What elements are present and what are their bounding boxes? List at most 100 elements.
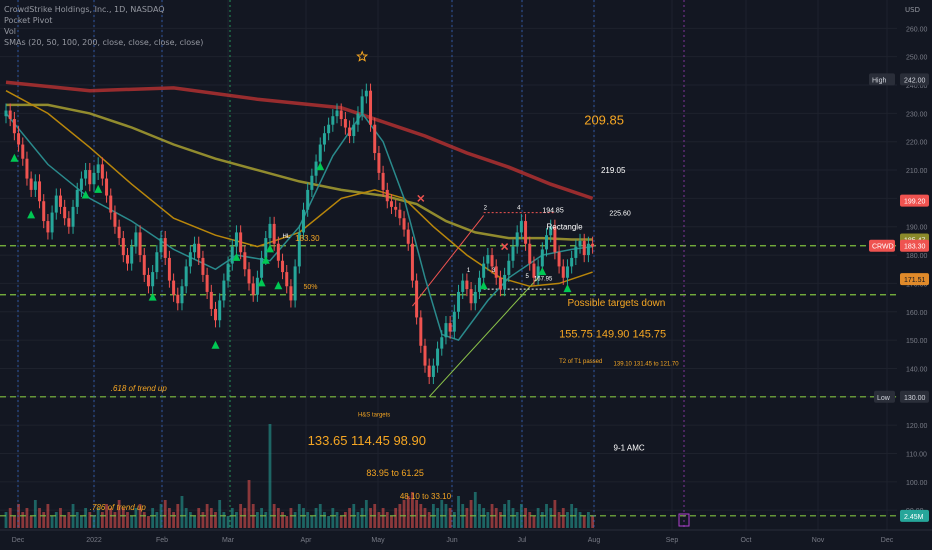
- chart-annotation: 219.05: [601, 166, 626, 175]
- candle-body: [339, 110, 343, 120]
- volume-bar: [205, 504, 209, 528]
- candle-body: [448, 323, 452, 332]
- candle-body: [268, 223, 272, 239]
- volume-bar: [302, 508, 305, 528]
- volume-bar: [84, 508, 88, 528]
- candle-body: [75, 189, 79, 207]
- candle-body: [276, 243, 280, 261]
- candle-body: [285, 272, 289, 287]
- candle-body: [255, 277, 259, 295]
- time-tick-label: Jul: [518, 537, 527, 544]
- pocket-pivot-marker: [211, 340, 220, 349]
- volume-bar: [499, 512, 502, 528]
- candle-body: [71, 206, 75, 227]
- volume-bar: [545, 504, 548, 528]
- volume-bar: [293, 512, 297, 528]
- volume-bar: [168, 508, 171, 528]
- candle-body: [17, 133, 21, 145]
- volume-bar: [582, 516, 586, 528]
- pocket-pivot-marker: [257, 278, 266, 287]
- candle-body: [389, 201, 393, 207]
- chart-annotation: 155.75 149.90 145.75: [559, 328, 666, 340]
- volume-bar: [406, 496, 410, 528]
- volume-bar: [331, 508, 335, 528]
- candle-body: [38, 181, 42, 202]
- volume-bar: [339, 516, 343, 528]
- volume-bar: [25, 508, 29, 528]
- cross-marker: [501, 243, 509, 251]
- volume-bar: [38, 508, 41, 528]
- candle-body: [415, 280, 419, 318]
- candle-body: [348, 127, 352, 137]
- candle-body: [222, 280, 226, 301]
- candle-body: [586, 243, 590, 256]
- volume-bar: [377, 512, 381, 528]
- volume-bar: [268, 424, 272, 528]
- time-tick-label: Aug: [588, 537, 601, 544]
- pocket-pivot-marker: [538, 267, 547, 276]
- chart-legend: CrowdStrike Holdings, Inc., 1D, NASDAQ P…: [4, 4, 203, 48]
- candle-body: [553, 226, 557, 253]
- price-tick-label: 160.00: [906, 310, 928, 317]
- volume-bar: [4, 512, 8, 528]
- price-tag-box: [900, 194, 929, 207]
- volume-bar: [222, 512, 226, 528]
- candle-body: [461, 280, 465, 292]
- chart-annotation: 3: [492, 268, 496, 274]
- price-tag-value: 199.20: [904, 199, 926, 206]
- candle-body: [591, 243, 595, 247]
- candle-body: [289, 286, 293, 301]
- volume-bar: [113, 512, 117, 528]
- candle-body: [511, 246, 515, 261]
- time-axis: Dec 2022 Feb Mar Apr May Jun Jul Aug Sep Oct Nov Dec: [0, 529, 932, 544]
- candle-body: [423, 345, 427, 366]
- price-tag-label: Low: [877, 395, 891, 402]
- pocket-pivot-marker: [261, 255, 270, 264]
- volume-bar: [478, 504, 481, 528]
- volume-bar: [201, 512, 205, 528]
- volume-bar: [188, 512, 192, 528]
- volume-bar: [100, 512, 104, 528]
- candle-body: [444, 323, 448, 338]
- volume-bar: [360, 508, 364, 528]
- volume-bar: [193, 516, 196, 528]
- candle-body: [545, 235, 549, 250]
- candle-body: [54, 195, 58, 213]
- candle-body: [578, 240, 582, 247]
- chart-annotation: 1: [467, 268, 471, 274]
- volume-bar: [553, 500, 557, 528]
- candle-body: [109, 195, 113, 213]
- candle-body: [335, 110, 339, 117]
- pocket-pivot-marker: [10, 153, 19, 162]
- candle-body: [188, 252, 192, 267]
- chart-annotation: T2 of T1 passed: [559, 359, 602, 365]
- candle-body: [117, 226, 121, 239]
- candle-body: [113, 212, 117, 227]
- candle-body: [440, 337, 444, 349]
- volume-bar: [134, 508, 138, 528]
- candle-body: [92, 172, 96, 185]
- candle-body: [146, 274, 150, 287]
- chart-annotation: 209.85: [584, 113, 624, 128]
- volume-bar: [423, 508, 427, 528]
- candle-body: [105, 178, 109, 196]
- time-tick-label: Mar: [222, 537, 235, 544]
- volume-bar: [80, 516, 83, 528]
- candle-body: [12, 119, 16, 134]
- candle-body: [410, 243, 414, 281]
- candle-body: [482, 263, 486, 278]
- annotations: 209.85 219.05 225.60 194.85 Rectangle H&S tar…: [90, 113, 679, 512]
- candle-body: [524, 221, 528, 244]
- candle-body: [373, 124, 377, 154]
- candle-body: [33, 181, 37, 190]
- candle-body: [301, 209, 305, 233]
- chart-annotation: 139.10 131.45 to 121.70: [614, 362, 680, 368]
- chart-annotation: 167.95: [534, 277, 553, 283]
- candle-body: [138, 232, 142, 256]
- candle-body: [63, 206, 67, 219]
- volume-bar: [448, 508, 452, 528]
- candle-body: [469, 289, 473, 304]
- candle-body: [167, 257, 171, 281]
- volume-bar: [151, 508, 155, 528]
